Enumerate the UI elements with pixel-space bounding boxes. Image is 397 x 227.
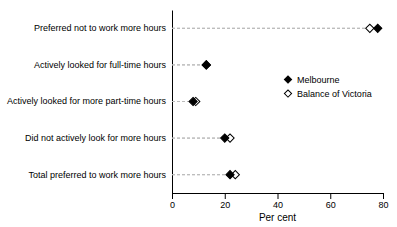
legend-marker [284, 90, 291, 97]
x-axis-line [173, 194, 384, 200]
x-tick: 60 [326, 193, 336, 210]
x-axis-title: Per cent [259, 212, 296, 223]
y-tick: Actively looked for full-time hours [34, 60, 167, 70]
x-tick: 20 [220, 193, 230, 210]
y-axis: Total preferred to work more hours Did no… [7, 11, 173, 194]
x-tick-mark [330, 193, 331, 199]
y-tick: Actively looked for more part-time hours [7, 96, 167, 106]
x-tick: 80 [378, 193, 388, 210]
x-tick-label: 0 [170, 200, 175, 210]
plot: 0 20 40 60 80 Total preferred to work more ho… [7, 11, 389, 224]
x-tick-label: 40 [273, 200, 283, 210]
legend-marker [284, 76, 291, 83]
legend-item: Balance of Victoria [284, 89, 371, 99]
x-tick-label: 80 [378, 200, 388, 210]
legend-item: Melbourne [284, 75, 339, 85]
guide-line [172, 28, 370, 29]
x-tick-label: 60 [326, 200, 336, 210]
y-tick-label: Did not actively look for more hours [25, 133, 167, 143]
marks [172, 24, 382, 179]
x-tick-label: 20 [220, 200, 230, 210]
x-tick-mark [383, 193, 384, 199]
legend-label: Melbourne [297, 75, 340, 85]
point [374, 24, 382, 32]
x-tick: 40 [273, 193, 283, 210]
guide-line [172, 174, 230, 175]
point [221, 134, 229, 142]
y-tick: Total preferred to work more hours [28, 170, 166, 180]
chart: 0 20 40 60 80 Total preferred to work more ho… [0, 0, 397, 227]
legend-label: Balance of Victoria [297, 89, 372, 99]
point [366, 24, 374, 32]
x-axis: 0 20 40 60 80 [170, 193, 389, 210]
y-tick: Preferred not to work more hours [34, 23, 167, 33]
y-tick-label: Total preferred to work more hours [28, 170, 166, 180]
y-tick-label: Preferred not to work more hours [34, 23, 167, 33]
guide-line [172, 64, 206, 65]
point [189, 97, 197, 105]
y-tick-label: Actively looked for more part-time hours [7, 96, 167, 106]
point [202, 61, 210, 69]
x-tick-mark [172, 193, 173, 199]
guide-line [172, 64, 206, 65]
x-tick: 0 [170, 193, 175, 210]
x-tick-mark [225, 193, 226, 199]
point [202, 61, 210, 69]
y-tick: Did not actively look for more hours [25, 133, 167, 143]
legend: Melbourne Balance of Victoria [284, 75, 371, 99]
point [226, 171, 234, 179]
guide-line [172, 28, 378, 29]
x-tick-mark [278, 193, 279, 199]
y-tick-label: Actively looked for full-time hours [34, 60, 167, 70]
